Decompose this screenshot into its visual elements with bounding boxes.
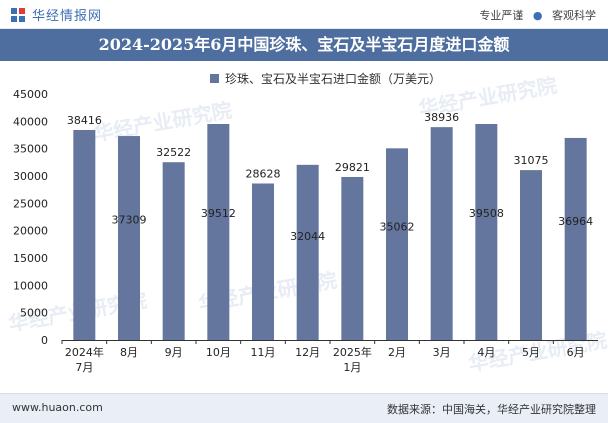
y-tick-label-2: 10000	[13, 279, 48, 292]
chart-title: 2024-2025年6月中国珍珠、宝石及半宝石月度进口金额	[98, 35, 510, 54]
slogan-right: 客观科学	[552, 9, 596, 22]
y-tick-label-5: 25000	[13, 197, 48, 210]
x-tick-label-11: 6月	[567, 346, 585, 359]
data-label-5: 32044	[290, 230, 325, 243]
y-tick-label-8: 40000	[13, 115, 48, 128]
x-tick-label-6-0: 2025年	[333, 345, 372, 359]
y-tick-label-1: 5000	[20, 307, 48, 320]
bar-8	[430, 127, 453, 340]
data-label-4: 28628	[246, 168, 281, 181]
data-label-7: 35062	[380, 221, 415, 234]
bar-4	[252, 183, 274, 340]
bar-6	[341, 176, 364, 340]
x-tick-label-7: 2月	[388, 346, 406, 359]
bar-7	[386, 148, 408, 340]
data-label-11: 36964	[558, 215, 593, 228]
x-tick-label-1: 8月	[120, 346, 138, 359]
bars: 38416 37309 32522 39512 28628 32044 29821 35062…	[67, 111, 593, 340]
slogan-left: 专业严谨	[479, 9, 524, 22]
legend-label: 珍珠、宝石及半宝石进口金额（万美元）	[225, 71, 441, 86]
y-axis: 0 5000 10000 15000 20000 25000 30000 35000 40000…	[13, 88, 48, 347]
x-tick-label-9: 4月	[477, 346, 495, 359]
data-label-6: 29821	[335, 161, 370, 174]
top-bar: 华经情报网 专业严谨 ● 客观科学	[0, 0, 608, 29]
brand-logo-icon	[11, 7, 25, 22]
y-tick-label-7: 35000	[13, 143, 48, 156]
y-tick-label-4: 20000	[13, 225, 48, 238]
x-tick-label-4: 11月	[251, 346, 276, 359]
y-tick-label-0: 0	[41, 334, 48, 347]
footer: www.huaon.com 数据来源：中国海关，华经产业研究院整理	[0, 393, 608, 423]
y-tick-label-9: 45000	[13, 88, 48, 101]
data-label-1: 37309	[112, 214, 147, 227]
bar-0	[73, 129, 96, 340]
x-tick-label-5: 12月	[295, 346, 320, 359]
website-link[interactable]: www.huaon.com	[12, 401, 103, 414]
x-axis: 2024年 7月 8月 9月 10月 11月 12月 2025年 1月 2月 3月 4月 5月 6月	[61, 340, 598, 374]
data-label-2: 32522	[156, 146, 191, 159]
bar-1	[118, 136, 140, 340]
legend-swatch	[210, 74, 219, 83]
data-label-8: 38936	[424, 111, 459, 124]
x-tick-label-2: 9月	[165, 346, 183, 359]
slogan-dot-icon: ●	[532, 9, 543, 22]
bar-5	[296, 164, 319, 340]
x-tick-label-6-1: 1月	[343, 361, 361, 374]
brand-name: 华经情报网	[32, 9, 103, 24]
data-source: 数据来源：中国海关，华经产业研究院整理	[387, 403, 596, 416]
x-tick-label-10: 5月	[522, 346, 540, 359]
x-tick-label-3: 10月	[206, 346, 231, 359]
data-label-3: 39512	[201, 207, 236, 220]
y-tick-label-6: 30000	[13, 170, 48, 183]
x-tick-label-8: 3月	[433, 346, 451, 359]
x-tick-label-0-0: 2024年	[65, 345, 104, 359]
bar-3	[207, 124, 230, 340]
title-bar: 2024-2025年6月中国珍珠、宝石及半宝石月度进口金额	[0, 29, 608, 61]
bar-chart: 华经产业研究院华经产业研究院华经产业研究院华经产业研究院华经产业研究院 珍珠、宝…	[7, 71, 608, 376]
bar-10	[520, 170, 542, 340]
data-label-10: 31075	[514, 154, 549, 167]
data-label-9: 39508	[469, 207, 504, 220]
legend: 珍珠、宝石及半宝石进口金额（万美元）	[210, 71, 441, 86]
x-tick-label-0-1: 7月	[75, 361, 93, 374]
bar-9	[475, 124, 498, 340]
data-label-0: 38416	[67, 114, 102, 127]
bar-2	[162, 162, 185, 340]
bar-11	[564, 137, 587, 340]
slogan: 专业严谨 ● 客观科学	[473, 7, 596, 23]
brand[interactable]: 华经情报网	[10, 5, 102, 24]
y-tick-label-3: 15000	[13, 252, 48, 265]
